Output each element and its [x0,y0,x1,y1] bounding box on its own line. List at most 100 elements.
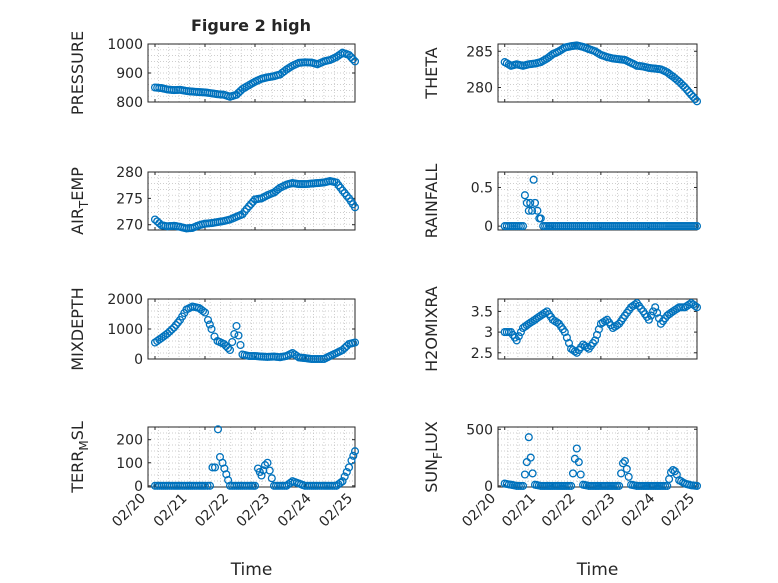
y-axis-label-base: THETA [422,47,441,99]
x-tick-label: 02/21 [499,491,539,531]
data-point [518,481,528,490]
data-point [250,481,260,490]
series-markers [150,302,360,364]
y-tick-label: 800 [116,95,143,111]
y-axis-label-base: AIR [68,208,87,235]
data-point [624,472,633,481]
data-point [350,338,360,347]
data-point [173,318,183,327]
data-point [223,343,233,353]
axes-box [497,298,698,360]
x-axis-label: Time [230,560,273,580]
data-point [171,320,181,330]
panel-pressure: 800 900 1000 PRESSURE [68,31,360,115]
data-point [620,456,629,466]
data-point [169,323,179,332]
data-point [617,469,626,478]
y-tick-label: 0 [484,479,493,495]
y-axis-label-rest: LUX [422,421,441,452]
data-point [205,481,215,490]
data-point [552,318,562,327]
figure-title: Figure 2 high [191,16,311,35]
panel-air_temp: 270 275 280 AIRTEMP [68,165,360,235]
data-point [273,185,283,194]
panel-sun_flux: 0 500 02/20 02/21 02/22 02/23 02/24 02/25 Time SU… [422,421,702,580]
data-point [594,325,603,334]
data-point [228,337,237,347]
data-point [338,477,347,486]
data-point [203,481,212,490]
data-point [207,324,216,334]
data-point [246,199,256,209]
grid [148,427,355,487]
data-point [615,481,624,490]
data-point [516,328,525,337]
x-tick-label: 02/21 [151,491,191,531]
data-point [284,64,293,73]
data-point [244,202,254,211]
y-axis-label-base: MIXDEPTH [68,287,87,370]
x-tick-label: 02/20 [459,491,499,531]
data-point [340,343,349,353]
y-axis-label: THETA [422,47,441,99]
x-tick-label: 02/24 [619,490,659,530]
data-point [203,315,213,325]
y-tick-label: 270 [116,218,143,234]
y-axis-label: SUNFLUX [422,421,445,493]
data-point [213,425,223,434]
series-markers [500,299,702,357]
x-tick-label: 02/25 [658,491,698,531]
x-tick-label: 02/25 [316,491,356,531]
y-tick-label: 0.5 [471,180,493,196]
data-point [248,197,258,206]
data-point [336,478,345,487]
y-axis-label: H2OMIXRA [422,286,441,372]
data-point [692,303,702,312]
data-point [572,444,581,453]
data-point [530,198,540,207]
y-axis-label: AIRTEMP [68,167,91,235]
data-point [526,198,535,207]
data-point [198,306,208,316]
data-point [568,469,578,478]
data-point [570,347,579,356]
data-point [533,206,542,215]
y-axis-label-subscript: M [77,440,91,450]
data-point [349,451,358,460]
data-point [591,336,600,345]
panel-terr_msl: 0 100 200 02/20 02/21 02/22 02/23 02/24 02/25 Tim… [68,421,360,580]
y-axis-label: PRESSURE [68,31,87,115]
data-point [576,470,585,479]
data-point [540,308,549,317]
data-point [340,472,349,481]
axes-box [497,43,698,103]
series-markers [500,41,702,106]
panel-theta: 280 285 THETA [422,41,702,106]
data-point [600,317,610,326]
data-point [651,303,660,312]
data-point [205,320,214,329]
data-point [524,206,533,215]
grid [498,427,697,487]
series-markers [150,176,360,233]
y-tick-label: 1000 [107,37,143,53]
data-point [230,329,239,339]
data-point [210,463,220,472]
data-point [692,97,702,106]
data-point [526,453,535,462]
data-point [520,470,529,479]
panel-rainfall: 0 0.5 RAINFALL [422,164,702,239]
y-axis-label: MIXDEPTH [68,287,87,370]
data-point [582,343,591,352]
y-axis-label: RAINFALL [422,164,441,239]
panel-mixdepth: 0 1000 2000 MIXDEPTH [68,287,360,371]
data-point [653,308,662,317]
data-point [691,95,700,104]
data-point [350,447,360,456]
data-point [350,203,360,212]
y-axis-label: TERRMSL [68,421,91,494]
data-point [649,307,658,316]
y-axis-label-base: H2OMIXRA [422,286,441,372]
data-point [522,198,531,207]
data-point [514,332,523,341]
